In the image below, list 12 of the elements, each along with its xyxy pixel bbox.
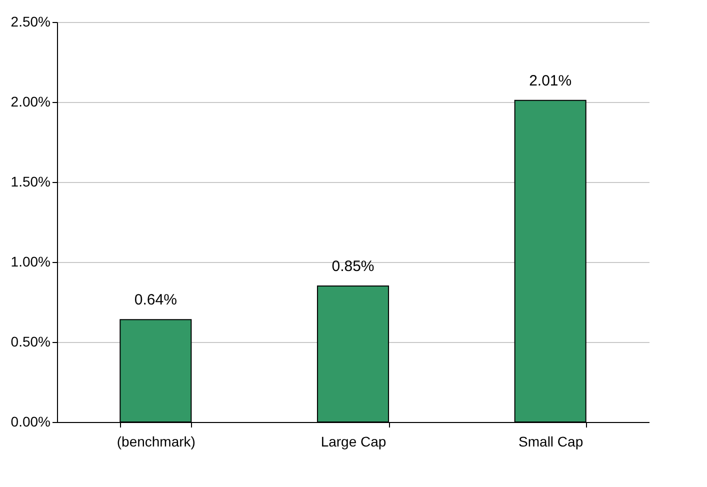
data-label: 0.64% [134,292,177,309]
y-tick-label: 2.00% [10,94,50,110]
x-tick-label: Small Cap [518,434,584,450]
y-tick-label: 2.50% [10,14,50,30]
x-tick-label: Large Cap [320,434,386,450]
data-label: 2.01% [529,72,572,90]
y-tick-label: 0.00% [10,414,50,430]
y-tick-label: 0.50% [10,334,50,350]
x-tick-label: (benchmark) [116,434,196,450]
data-label: 0.85% [332,258,374,275]
y-tick-label: 1.00% [10,254,50,270]
y-tick-label: 1.50% [10,174,50,190]
